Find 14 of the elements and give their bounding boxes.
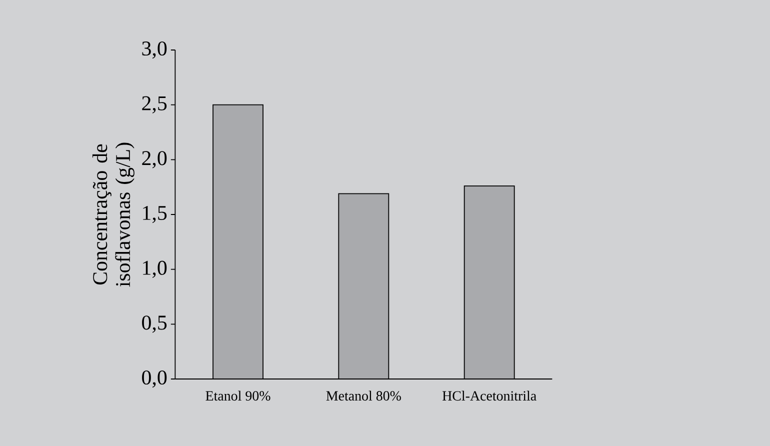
y-tick-label: 0,0 <box>142 370 167 388</box>
x-tick-label: Etanol 90% <box>206 390 270 401</box>
bar <box>464 186 515 379</box>
y-tick-label: 2,0 <box>142 151 167 168</box>
y-tick-label: 2,5 <box>142 96 167 114</box>
x-tick-label: Metanol 80% <box>326 390 401 401</box>
y-tick-label: 0,5 <box>142 316 167 333</box>
bar <box>213 104 263 379</box>
y-tick-label: 1,5 <box>143 206 167 224</box>
y-axis-title: Concentração de isoflavonas (g/L) <box>92 142 134 287</box>
bar <box>338 194 389 379</box>
x-tick-label: HCl-Acetonitrila <box>442 390 536 401</box>
y-tick-label: 1,0 <box>143 260 167 278</box>
y-tick-label: 3,0 <box>142 41 167 59</box>
